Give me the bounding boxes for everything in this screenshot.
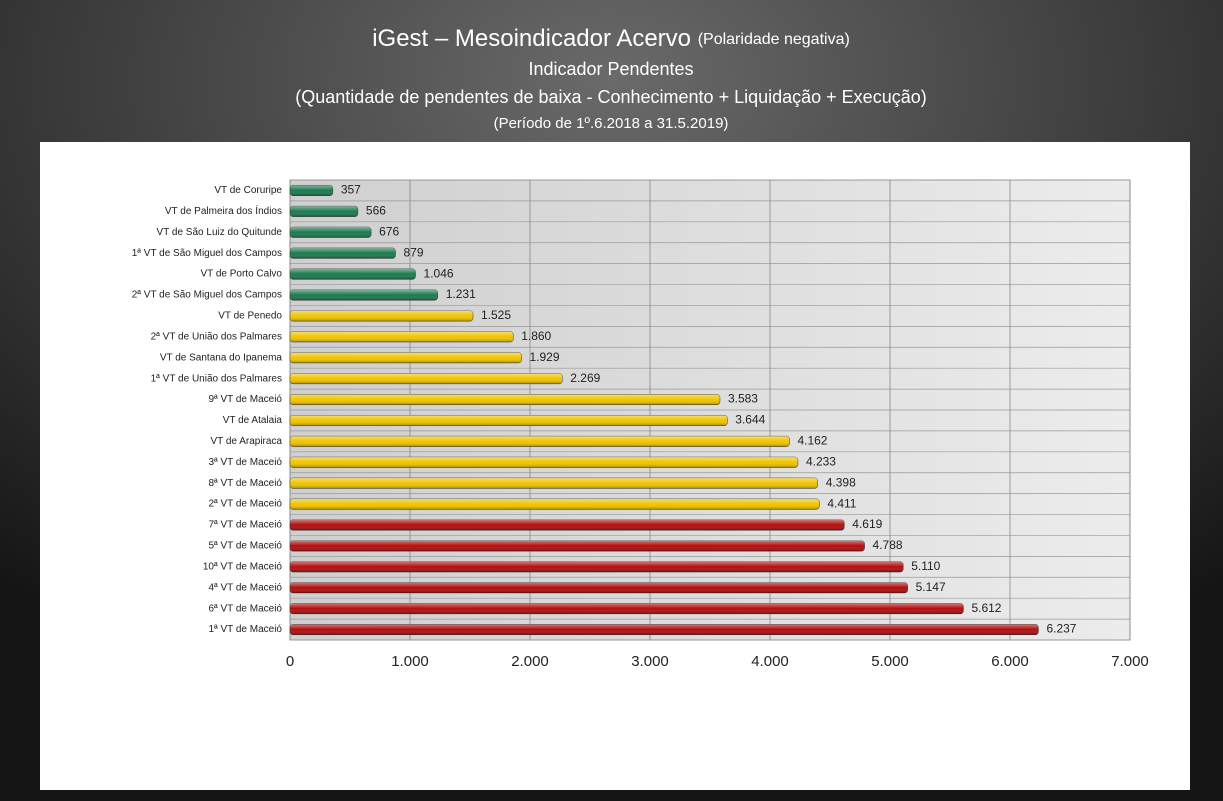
x-tick-label: 6.000 [991,653,1029,670]
value-label: 676 [379,224,399,238]
value-label: 2.269 [570,371,600,385]
value-label: 4.619 [852,517,882,531]
bar-shine [290,373,563,384]
category-label: 7ª VT de Maceió [208,520,282,531]
value-label: 4.162 [797,434,827,448]
value-label: 4.398 [826,475,856,489]
value-label: 1.046 [424,266,454,280]
value-label: 566 [366,204,386,218]
bar-shine [290,331,514,343]
x-tick-label: 5.000 [871,653,909,670]
value-label: 879 [403,245,423,259]
bar-shine [290,519,845,531]
category-label: VT de Arapiraca [210,436,282,447]
category-label: 2ª VT de São Miguel dos Campos [132,290,282,301]
category-label: 1ª VT de União dos Palmares [151,373,282,384]
category-label: 9ª VT de Maceió [208,394,282,405]
bar-shine [290,498,820,510]
bar-shine [290,436,790,447]
category-label: 8ª VT de Maceió [208,478,282,489]
value-label: 6.237 [1046,622,1076,636]
x-tick-label: 7.000 [1111,653,1149,670]
title-note: (Polaridade negativa) [698,31,850,48]
period: (Período de 1º.6.2018 a 31.5.2019) [494,115,729,132]
x-tick-label: 1.000 [391,653,429,670]
value-label: 5.612 [971,601,1001,615]
value-label: 4.233 [806,454,836,468]
bar-shine [290,415,728,426]
category-label: 6ª VT de Maceió [208,603,282,614]
category-label: 1ª VT de São Miguel dos Campos [132,248,282,259]
bar-shine [290,457,798,468]
category-label: VT de São Luiz do Quitunde [157,227,283,238]
value-label: 357 [341,183,361,197]
category-label: 5ª VT de Maceió [208,541,282,552]
bar-shine [290,540,865,552]
bar-shine [290,603,964,614]
value-label: 3.583 [728,392,758,406]
category-label: 1ª VT de Maceió [208,624,282,635]
x-tick-label: 3.000 [631,653,669,670]
value-label: 1.860 [521,329,551,343]
value-label: 1.929 [529,350,559,364]
value-label: 4.788 [873,538,903,552]
bar-shine [290,624,1039,635]
bar-shine [290,394,720,405]
bar-shine [290,247,396,259]
bar-shine [290,206,358,217]
category-label: VT de Atalaia [223,415,283,426]
category-label: VT de Palmeira dos Índios [165,204,282,217]
x-tick-label: 0 [286,653,294,670]
bar-shine [290,185,333,196]
bar-shine [290,310,473,322]
bar-shine [290,227,372,238]
category-label: VT de Porto Calvo [200,269,282,280]
subtitle: Indicador Pendentes [528,59,693,79]
value-label: 3.644 [735,413,765,427]
title: iGest – Mesoindicador Acervo [372,25,691,52]
x-tick-label: 4.000 [751,653,789,670]
value-label: 5.147 [916,580,946,594]
bar-shine [290,582,908,593]
bar-shine [290,352,522,363]
description: (Quantidade de pendentes de baixa - Conh… [295,87,926,107]
category-label: VT de Penedo [218,311,282,322]
x-tick-label: 2.000 [511,653,549,670]
category-label: VT de Coruripe [214,185,282,196]
category-label: 10ª VT de Maceió [203,561,283,572]
category-label: 3ª VT de Maceió [208,457,282,468]
chart-title: iGest – Mesoindicador Acervo (Polaridade… [372,25,850,52]
value-label: 4.411 [827,496,856,510]
value-label: 1.525 [481,308,511,322]
bar-shine [290,477,818,489]
category-label: 2ª VT de Maceió [208,499,282,510]
value-label: 1.231 [446,287,476,301]
value-label: 5.110 [911,559,940,573]
category-label: 2ª VT de União dos Palmares [151,331,282,342]
category-label: VT de Santana do Ipanema [160,352,283,363]
plot: 0 1.000 2.000 3.000 4.000 5.000 6.000 7.000 VT d… [132,179,1149,670]
bar-shine [290,289,438,301]
category-label: 4ª VT de Maceió [208,582,282,593]
bar-shine [290,268,416,280]
bar-shine [290,561,904,573]
